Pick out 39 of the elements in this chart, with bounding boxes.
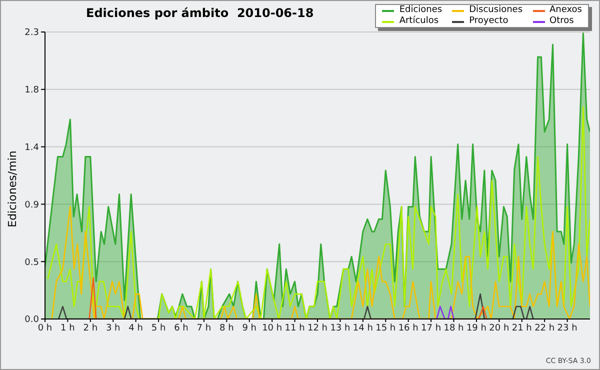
x-tick-label: 8 h (220, 323, 234, 334)
x-tick-label: 7 h (196, 323, 212, 334)
x-tick-label: 17 h (421, 323, 442, 334)
y-tick-label: 0.5 (24, 258, 39, 268)
x-tick-label: 19 h (466, 323, 486, 334)
x-tick-label: 10 h (262, 323, 282, 334)
x-tick-label: 0 h (38, 323, 52, 334)
y-tick-label: 1.4 (24, 142, 40, 153)
y-axis-title: Ediciones/min (6, 150, 20, 228)
y-tick-label: 2.3 (24, 28, 39, 38)
x-tick-label: 11 h (284, 323, 305, 334)
x-tick-label: 12 h (307, 323, 328, 334)
x-tick-label: 18 h (444, 323, 464, 334)
x-tick-label: 1 h (60, 323, 75, 334)
x-tick-label: 23 h (557, 323, 578, 334)
x-tick-label: 16 h (398, 323, 418, 334)
x-tick-label: 13 h (330, 323, 350, 334)
x-tick-label: 21 h (512, 323, 532, 334)
x-tick-label: 9 h (242, 323, 257, 334)
x-tick-label: 3 h (106, 323, 120, 334)
legend-label: Artículos (398, 16, 440, 27)
x-tick-label: 14 h (352, 323, 373, 334)
legend-label: Ediciones (398, 5, 442, 16)
line-series (47, 106, 590, 319)
x-tick-label: 22 h (534, 323, 555, 334)
x-tick-label: 5 h (151, 323, 166, 334)
y-tick-label: 1.8 (24, 86, 40, 96)
y-tick-label: 0.9 (24, 200, 40, 210)
legend-label: Anexos (548, 5, 582, 16)
x-tick-label: 15 h (376, 323, 396, 334)
legend-label: Proyecto (468, 16, 510, 27)
x-tick-label: 2 h (83, 323, 98, 334)
x-tick-label: 20 h (489, 323, 510, 334)
y-tick-label: 0.0 (24, 315, 40, 326)
x-tick-label: 6 h (174, 323, 188, 334)
x-tick-label: 4 h (128, 323, 143, 334)
chart-title: Ediciones por ámbito 2010-06-18 (86, 6, 314, 20)
legend-label: Otros (548, 16, 575, 27)
legend-label: Discusiones (468, 5, 523, 16)
